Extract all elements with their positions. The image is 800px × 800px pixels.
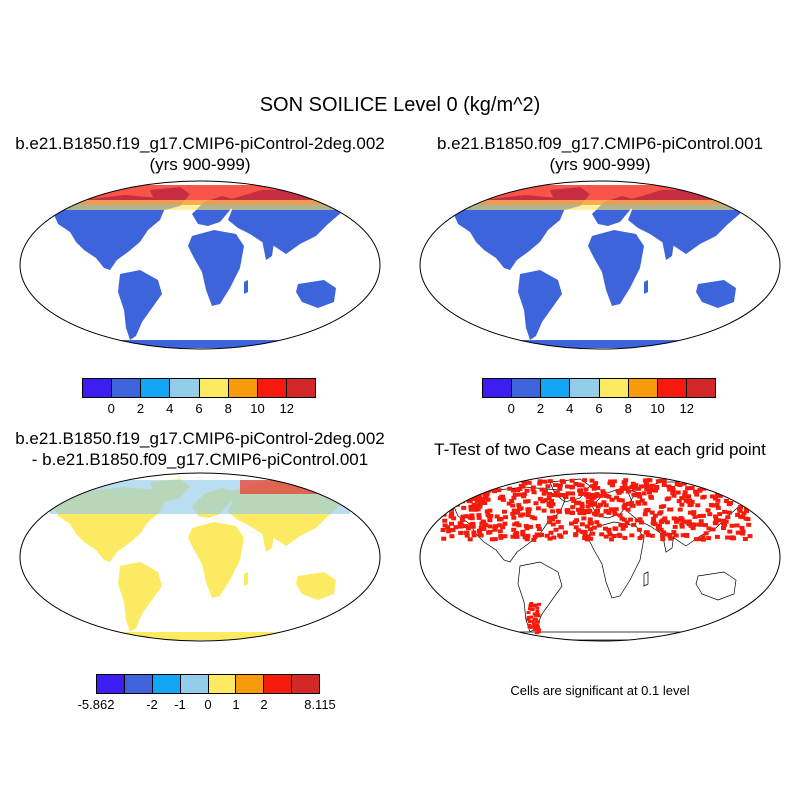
colorbar-swatch [208,675,237,693]
colorbar-tick-label: 2 [260,697,268,712]
colorbar-swatch [264,675,293,693]
colorbar-swatch [657,379,687,397]
colorbar-tick-label: 12 [279,401,294,416]
map-ttest [419,472,781,642]
colorbar-tick-label: 1 [232,697,240,712]
panel-title-case1-line2: (yrs 900-999) [149,155,251,174]
colorbar-swatch [257,379,287,397]
significance-note: Cells are significant at 0.1 level [510,683,690,698]
colorbar-tick-label: 10 [250,401,265,416]
colorbar-case2-labels: 0 2 4 6 8 10 12 [482,398,716,416]
panel-title-case2-line1: b.e21.B1850.f09_g17.CMIP6-piControl.001 [436,134,764,153]
colorbar-swatch [112,379,142,397]
colorbar-tick-label: 6 [595,401,603,416]
colorbar-tick-label: 4 [566,401,574,416]
colorbar-swatch [83,379,113,397]
panel-title-case1-line1: b.e21.B1850.f19_g17.CMIP6-piControl-2deg… [15,134,385,153]
panel-title-case2-line2: (yrs 900-999) [549,155,651,174]
panel-title-diff-line2: - b.e21.B1850.f09_g17.CMIP6-piControl.00… [31,450,369,469]
colorbar-swatch [599,379,629,397]
colorbar-swatch [236,675,265,693]
colorbar-swatch [286,379,315,397]
colorbar-swatch [686,379,715,397]
colorbar-tick-label: 6 [195,401,203,416]
colorbar-swatch [628,379,658,397]
colorbar-tick-label: 0 [507,401,515,416]
colorbar-swatch [152,675,181,693]
colorbar-tick-label: 2 [136,401,145,416]
panel-title-ttest: T-Test of two Case means at each grid po… [400,439,800,460]
colorbar-swatch [141,379,171,397]
colorbar-case2: 0 2 4 6 8 10 12 [482,378,716,416]
colorbar-tick-label: 0 [107,401,115,416]
colorbar-swatch [228,379,258,397]
figure-title: SON SOILICE Level 0 (kg/m^2) [259,94,541,116]
colorbar-tick-label: 2 [536,401,545,416]
land-case1 [52,187,342,348]
colorbar-swatch [292,675,319,693]
colorbar-tick-label: 10 [650,401,665,416]
map-diff [19,472,381,642]
colorbar-tick-label: -5.862 [77,697,115,712]
colorbar-diff: -5.862 -2 -1 0 1 2 8.115 [78,674,336,712]
colorbar-tick-label: -2 [146,697,158,712]
colorbar-case1-labels: 0 2 4 6 8 10 12 [82,398,316,416]
colorbar-swatch [180,675,209,693]
colorbar-tick-label: -1 [174,697,186,712]
map-case2 [419,180,781,350]
colorbar-swatch [570,379,600,397]
colorbar-tick-label: 8 [624,401,632,416]
colorbar-tick-label: 12 [679,401,694,416]
significant-cells [440,478,754,635]
colorbar-swatch [170,379,200,397]
map-case1 [19,180,381,350]
colorbar-swatch [541,379,571,397]
panel-title-diff: b.e21.B1850.f19_g17.CMIP6-piControl-2deg… [0,428,400,470]
colorbar-tick-label: 8.115 [304,697,336,712]
colorbar-diff-labels: -5.862 -2 -1 0 1 2 8.115 [78,694,336,712]
colorbar-tick-label: 0 [204,697,212,712]
colorbar-tick-label: 8 [224,401,232,416]
globe-outline-diff [19,472,381,642]
globe-outline-case1 [19,180,381,350]
globe-outline-ttest [419,472,781,642]
colorbar-diff-boxes [96,674,320,694]
colorbar-swatch [483,379,513,397]
colorbar-swatch [512,379,542,397]
colorbar-case1: 0 2 4 6 8 10 12 [82,378,316,416]
panel-title-case1: b.e21.B1850.f19_g17.CMIP6-piControl-2deg… [0,133,400,175]
colorbar-tick-label: 4 [166,401,174,416]
globe-outline-case2 [419,180,781,350]
colorbar-swatch [124,675,153,693]
colorbar-swatch [199,379,229,397]
panel-title-ttest-line1: T-Test of two Case means at each grid po… [434,440,766,459]
panel-title-case2: b.e21.B1850.f09_g17.CMIP6-piControl.001 … [400,133,800,175]
colorbar-case1-boxes [82,378,316,398]
colorbar-swatch [97,675,125,693]
panel-title-diff-line1: b.e21.B1850.f19_g17.CMIP6-piControl-2deg… [15,429,385,448]
land-case2 [452,187,742,348]
colorbar-case2-boxes [482,378,716,398]
